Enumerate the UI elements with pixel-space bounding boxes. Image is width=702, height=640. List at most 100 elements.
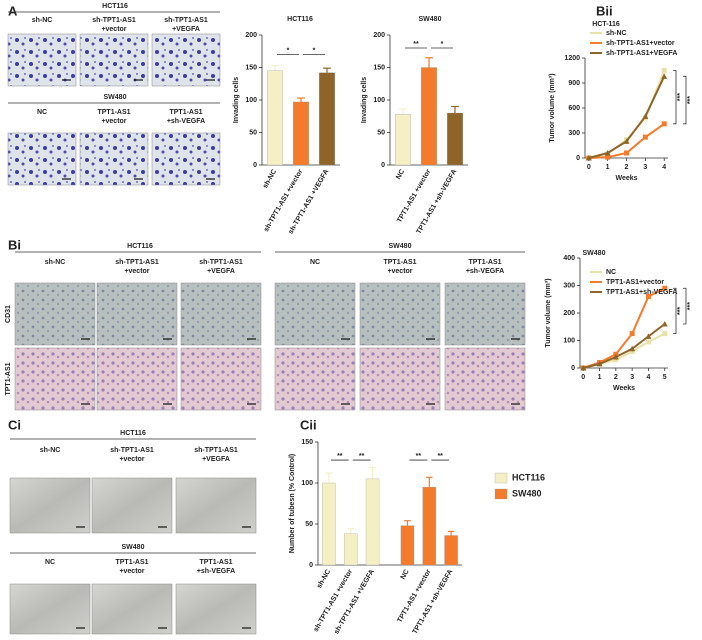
marker — [642, 113, 649, 119]
column-label: TPT1-AS1 — [97, 109, 130, 116]
y-tick-label: 100 — [301, 480, 313, 487]
column-label: sh-TPT1-AS1 — [164, 17, 208, 24]
marker — [645, 294, 651, 299]
column-label: +VEGFA — [172, 26, 200, 33]
micrograph — [79, 33, 149, 87]
significance: *** — [677, 307, 684, 315]
y-tick-label: 0 — [309, 562, 313, 569]
column-label: sh-TPT1-AS1 — [115, 259, 159, 266]
marker — [629, 349, 635, 354]
y-tick-label: 150 — [301, 439, 313, 446]
series-line — [588, 70, 666, 159]
y-tick-label: 300 — [563, 282, 575, 289]
column-label: +vector — [124, 268, 149, 275]
y-tick-label: 300 — [568, 130, 580, 137]
group-title: SW480 — [389, 243, 412, 250]
y-tick-label: 0 — [576, 155, 580, 162]
significance: *** — [687, 96, 694, 104]
x-tick-label: sh-NC — [262, 168, 278, 189]
chart-title: SW480 — [583, 250, 606, 257]
series-line — [582, 287, 666, 369]
micrograph — [7, 132, 77, 186]
y-axis-label: Invading cells — [361, 77, 368, 123]
column-label: NC — [45, 559, 55, 566]
significance-bracket — [683, 75, 687, 125]
bar — [400, 525, 415, 566]
bar — [365, 478, 380, 566]
marker — [642, 134, 648, 140]
y-tick-label: 600 — [568, 105, 580, 112]
significance: ** — [416, 453, 422, 460]
row-label: TPT1-AS1 — [5, 362, 12, 395]
significance: *** — [687, 302, 694, 310]
x-tick-label: 2 — [625, 164, 629, 171]
x-tick-label: 5 — [663, 374, 667, 381]
column-label: TPT1-AS1 — [199, 559, 232, 566]
significance-bracket — [673, 70, 677, 125]
y-tick-label: 150 — [373, 64, 385, 71]
micrograph — [274, 282, 356, 346]
y-axis-label: Number of tubesn (% Control) — [289, 454, 296, 554]
significance: *** — [677, 93, 684, 101]
y-tick-label: 200 — [373, 32, 385, 39]
significance: ** — [337, 453, 343, 460]
y-tick-label: 100 — [245, 97, 257, 104]
micrograph — [180, 347, 262, 411]
y-tick-label: 150 — [245, 64, 257, 71]
group-title: HCT116 — [127, 243, 153, 250]
marker — [580, 365, 587, 371]
y-tick-label: 0 — [381, 162, 385, 169]
legend-label: SW480 — [512, 488, 542, 498]
column-label: +VEGFA — [207, 268, 235, 275]
column-label: sh-NC — [40, 447, 61, 454]
x-tick-label: NC — [395, 168, 406, 180]
marker — [661, 121, 667, 127]
x-tick-label: NC — [400, 568, 411, 580]
micrograph — [79, 132, 149, 186]
panel-label: A — [8, 3, 18, 18]
bar — [395, 114, 411, 166]
micrograph — [7, 33, 77, 87]
micrograph — [274, 347, 356, 411]
column-label: sh-NC — [32, 17, 53, 24]
y-tick-label: 50 — [249, 129, 257, 136]
micrograph — [96, 282, 178, 346]
column-label: NC — [310, 259, 320, 266]
marker — [661, 321, 668, 327]
column-label: sh-NC — [45, 259, 66, 266]
bar — [422, 486, 436, 566]
panel-label: Cii — [300, 417, 317, 432]
column-label: sh-TPT1-AS1 — [194, 447, 238, 454]
bar — [267, 70, 283, 166]
bar — [421, 67, 437, 166]
panel-label: Bii — [596, 3, 613, 18]
chart-title: HCT-116 — [592, 21, 620, 28]
significance-bracket — [683, 287, 687, 325]
row-label: CD31 — [5, 305, 12, 323]
column-label: +sh-VEGFA — [466, 268, 504, 275]
column-label: sh-TPT1-AS1 — [199, 259, 243, 266]
marker — [661, 68, 667, 73]
marker — [585, 155, 592, 161]
micrograph — [9, 583, 91, 635]
column-label: +vector — [101, 118, 126, 125]
y-tick-label: 200 — [563, 310, 575, 317]
significance: * — [287, 47, 290, 54]
y-tick-label: 50 — [305, 521, 313, 528]
column-label: NC — [37, 109, 47, 116]
micrograph — [91, 583, 173, 635]
legend-label: HCT116 — [512, 472, 545, 482]
bar — [344, 533, 358, 566]
series-line — [588, 75, 666, 159]
x-axis-label: Weeks — [615, 175, 637, 182]
marker — [629, 331, 635, 337]
bar — [319, 72, 335, 166]
y-axis-label: Invading cells — [233, 77, 240, 123]
marker — [661, 73, 668, 79]
legend-label: sh-TPT1-AS1+VEGFA — [606, 50, 677, 57]
micrograph — [91, 477, 173, 534]
bar — [322, 482, 336, 566]
micrograph — [359, 347, 441, 411]
y-tick-label: 100 — [373, 97, 385, 104]
